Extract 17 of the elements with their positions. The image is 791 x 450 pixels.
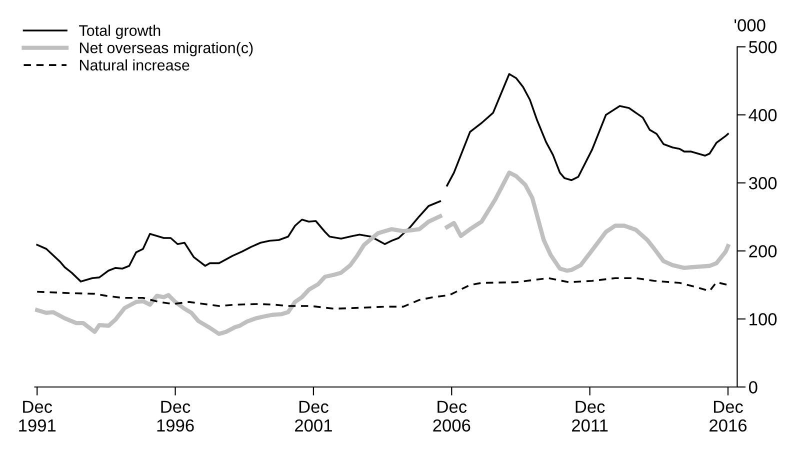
- legend-label: Net overseas migration(c): [80, 42, 253, 56]
- x-tick-label: Dec 2016: [710, 400, 747, 432]
- x-tick-label: Dec 1991: [19, 400, 56, 432]
- y-axis-title: '000: [734, 19, 766, 32]
- y-tick-label: 200: [749, 245, 777, 258]
- x-tick-label: Dec 2011: [572, 400, 608, 432]
- x-tick-label: Dec 2001: [295, 400, 332, 432]
- legend-label: Total growth: [79, 24, 160, 39]
- x-tick-label: Dec 2006: [433, 400, 470, 432]
- y-tick-label: 500: [749, 40, 777, 54]
- y-tick-label: 100: [750, 313, 777, 326]
- line-series: [36, 277, 729, 310]
- y-tick-label: 0: [749, 381, 758, 394]
- y-tick-label: 300: [748, 177, 777, 190]
- y-tick-label: 400: [748, 109, 777, 122]
- x-tick-label: Dec 1996: [157, 400, 194, 432]
- legend-label: Natural increase: [80, 59, 190, 71]
